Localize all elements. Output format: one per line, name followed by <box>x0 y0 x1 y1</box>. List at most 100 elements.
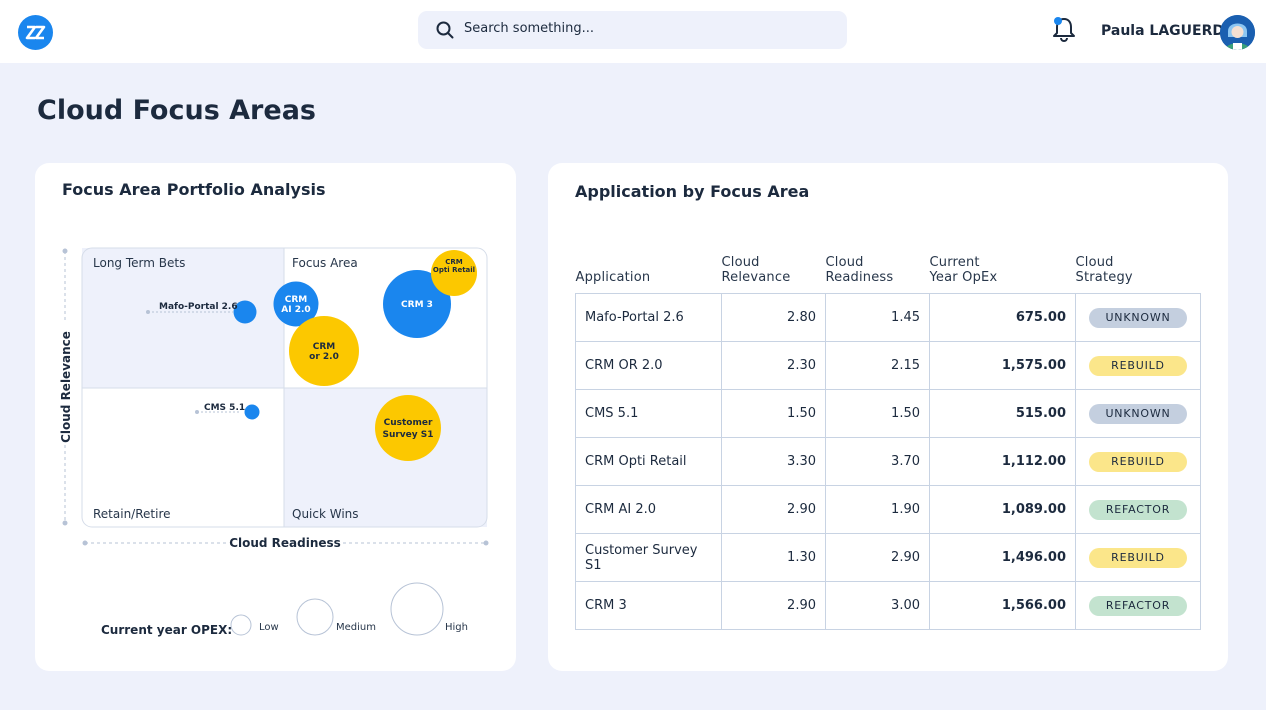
page-title: Cloud Focus Areas <box>37 95 316 126</box>
legend-label-medium: Medium <box>336 622 376 633</box>
column-header-opex[interactable]: Current Year OpEx <box>929 255 998 285</box>
cell-readiness: 1.90 <box>825 485 930 534</box>
quadrant-label-long-term-bets: Long Term Bets <box>93 256 185 270</box>
y-axis-start-dot <box>62 520 68 526</box>
application-card-title: Application by Focus Area <box>575 182 810 201</box>
strategy-badge[interactable]: REBUILD <box>1089 547 1187 568</box>
cell-opex: 515.00 <box>929 389 1076 438</box>
bubble-label-crm-opti-line1: CRM <box>445 258 463 266</box>
bubble-label-crm-opti-line2: Opti Retail <box>433 266 475 274</box>
y-axis-end-dot <box>62 248 68 254</box>
application-table: Application Cloud Relevance Cloud Readines… <box>575 255 1201 630</box>
column-header-strategy[interactable]: Cloud Strategy <box>1075 255 1133 285</box>
cell-relevance: 3.30 <box>721 437 826 486</box>
legend-circle-high <box>390 582 444 636</box>
search-icon <box>436 21 454 39</box>
cell-relevance: 1.30 <box>721 533 826 582</box>
portfolio-matrix: Long Term Bets Focus Area Retain/Retire … <box>59 247 489 636</box>
cell-application: CRM Opti Retail <box>575 437 722 486</box>
bubble-mafo-portal[interactable]: Mafo-Portal 2.6 <box>146 300 257 324</box>
cell-readiness: 1.45 <box>825 293 930 342</box>
cell-application: CRM OR 2.0 <box>575 341 722 390</box>
table-row[interactable]: CRM 3 2.90 3.00 1,566.00 REFACTOR <box>575 581 1201 630</box>
cell-opex: 1,112.00 <box>929 437 1076 486</box>
strategy-badge[interactable]: UNKNOWN <box>1089 307 1187 328</box>
quadrant-label-focus-area: Focus Area <box>292 256 358 270</box>
x-axis-end-dot <box>483 540 489 546</box>
table-row[interactable]: CMS 5.1 1.50 1.50 515.00 UNKNOWN <box>575 389 1201 438</box>
top-bar: Search something... Paula LAGUERDA <box>0 0 1266 63</box>
cell-readiness: 2.15 <box>825 341 930 390</box>
cell-application: CMS 5.1 <box>575 389 722 438</box>
cell-readiness: 3.00 <box>825 581 930 630</box>
column-header-cloud-relevance[interactable]: Cloud Relevance <box>721 255 791 285</box>
bubble-crm-or[interactable]: CRM or 2.0 <box>289 316 359 386</box>
strategy-badge[interactable]: REBUILD <box>1089 355 1187 376</box>
quadrant-label-quick-wins: Quick Wins <box>292 507 359 521</box>
legend-title: Current year OPEX: <box>101 623 233 637</box>
cell-application: CRM 3 <box>575 581 722 630</box>
bubble-crm-3[interactable]: CRM 3 <box>383 270 451 338</box>
quadrant-label-retain-retire: Retain/Retire <box>93 507 171 521</box>
cell-opex: 675.00 <box>929 293 1076 342</box>
search-input[interactable]: Search something... <box>464 21 595 36</box>
table-row[interactable]: CRM AI 2.0 2.90 1.90 1,089.00 REFACTOR <box>575 485 1201 534</box>
x-axis-label: Cloud Readiness <box>229 536 341 550</box>
cell-strategy: REBUILD <box>1075 533 1201 582</box>
bubble-customer-survey[interactable]: Customer Survey S1 <box>375 395 441 461</box>
user-avatar[interactable] <box>1220 15 1255 50</box>
legend-label-low: Low <box>259 622 279 633</box>
bubble-label-crm-or-line2: or 2.0 <box>309 352 339 362</box>
column-header-cloud-readiness[interactable]: Cloud Readiness <box>825 255 894 285</box>
bubble-label-customer-survey-line1: Customer <box>384 418 433 428</box>
cell-strategy: UNKNOWN <box>1075 293 1201 342</box>
cell-relevance: 2.90 <box>721 581 826 630</box>
cell-strategy: REBUILD <box>1075 341 1201 390</box>
cell-opex: 1,496.00 <box>929 533 1076 582</box>
cell-application: Customer Survey S1 <box>575 533 722 582</box>
x-axis-start-dot <box>82 540 88 546</box>
table-row[interactable]: Customer Survey S1 1.30 2.90 1,496.00 REBUIL… <box>575 533 1201 582</box>
table-row[interactable]: CRM Opti Retail 3.30 3.70 1,112.00 REBUILD <box>575 437 1201 486</box>
app-logo-icon[interactable] <box>18 15 53 50</box>
strategy-badge[interactable]: UNKNOWN <box>1089 403 1187 424</box>
legend-circle-low <box>230 614 252 636</box>
strategy-badge[interactable]: REFACTOR <box>1089 499 1187 520</box>
cell-application: Mafo-Portal 2.6 <box>575 293 722 342</box>
cell-strategy: REBUILD <box>1075 437 1201 486</box>
search-bar[interactable]: Search something... <box>418 11 847 49</box>
strategy-badge[interactable]: REBUILD <box>1089 451 1187 472</box>
cell-relevance: 2.90 <box>721 485 826 534</box>
cell-strategy: UNKNOWN <box>1075 389 1201 438</box>
bubble-crm-ai[interactable]: CRM AI 2.0 <box>273 281 319 327</box>
bubble-cms[interactable]: CMS 5.1 <box>195 403 260 420</box>
table-row[interactable]: Mafo-Portal 2.6 2.80 1.45 675.00 UNKNOWN <box>575 293 1201 342</box>
column-header-application[interactable]: Application <box>575 270 651 285</box>
table-header-row: Application Cloud Relevance Cloud Readines… <box>576 255 1201 294</box>
cell-strategy: REFACTOR <box>1075 485 1201 534</box>
user-name[interactable]: Paula LAGUERDA <box>1101 23 1235 39</box>
legend-label-high: High <box>445 622 468 633</box>
cell-application: CRM AI 2.0 <box>575 485 722 534</box>
table-row[interactable]: CRM OR 2.0 2.30 2.15 1,575.00 REBUILD <box>575 341 1201 390</box>
portfolio-card-title: Focus Area Portfolio Analysis <box>62 180 326 199</box>
bubble-crm-opti-retail[interactable]: CRM Opti Retail <box>431 250 477 296</box>
cell-strategy: REFACTOR <box>1075 581 1201 630</box>
bubble-label-crm-or-line1: CRM <box>313 342 336 352</box>
y-axis-label: Cloud Relevance <box>59 331 73 443</box>
cell-relevance: 2.80 <box>721 293 826 342</box>
bubble-label-mafo-portal: Mafo-Portal 2.6 <box>159 302 238 312</box>
cell-readiness: 2.90 <box>825 533 930 582</box>
strategy-badge[interactable]: REFACTOR <box>1089 595 1187 616</box>
bubble-label-customer-survey-line2: Survey S1 <box>382 430 433 440</box>
bubble-label-cms: CMS 5.1 <box>204 403 245 413</box>
notification-bell-icon[interactable] <box>1051 15 1077 43</box>
bubble-label-crm-3: CRM 3 <box>401 300 433 310</box>
application-focus-card: Application by Focus Area Application Cl… <box>548 163 1228 671</box>
bubble-label-crm-ai-line2: AI 2.0 <box>281 305 310 315</box>
legend-circle-medium <box>296 598 334 636</box>
cell-relevance: 1.50 <box>721 389 826 438</box>
cell-relevance: 2.30 <box>721 341 826 390</box>
portfolio-analysis-card: Focus Area Portfolio Analysis Long Term … <box>35 163 516 671</box>
cell-opex: 1,089.00 <box>929 485 1076 534</box>
